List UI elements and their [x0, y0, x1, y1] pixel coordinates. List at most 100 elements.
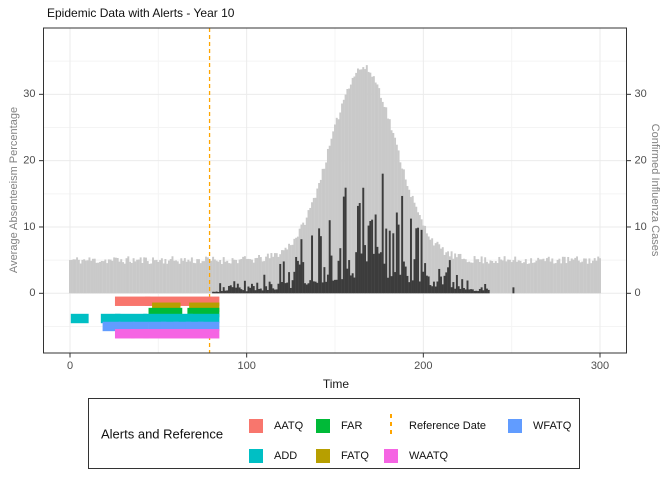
absenteeism-bar [70, 259, 73, 294]
influenza-bar [436, 281, 439, 294]
influenza-bar [272, 288, 275, 294]
absenteeism-bar [316, 188, 319, 294]
influenza-bar [245, 291, 248, 294]
absenteeism-bar [228, 263, 230, 294]
influenza-bar [478, 288, 481, 294]
influenza-bar [219, 283, 222, 294]
absenteeism-bar [99, 261, 102, 294]
influenza-bar [466, 280, 469, 294]
influenza-bar [390, 276, 393, 294]
absenteeism-bar [109, 259, 112, 294]
influenza-bar [346, 268, 349, 294]
absenteeism-bar [422, 225, 425, 294]
absenteeism-bar [418, 215, 421, 294]
influenza-bar [376, 246, 379, 294]
absenteeism-bar [277, 256, 280, 294]
influenza-bar [411, 280, 414, 294]
absenteeism-bar [494, 261, 497, 294]
influenza-bar [402, 261, 405, 294]
influenza-bar [388, 230, 391, 294]
influenza-bar [385, 228, 388, 294]
absenteeism-bar [530, 258, 533, 294]
absenteeism-bar [155, 259, 158, 294]
alert-markers-wfatq [173, 321, 192, 332]
absenteeism-bar [424, 225, 427, 294]
absenteeism-bar [305, 217, 308, 294]
absenteeism-bar [245, 259, 248, 294]
y-left-tick-label: 10 [23, 221, 35, 233]
absenteeism-bar [164, 258, 167, 294]
absenteeism-bar [563, 256, 566, 294]
influenza-bar [420, 229, 423, 294]
absenteeism-bar [383, 106, 386, 294]
absenteeism-bar [369, 72, 372, 294]
absenteeism-bar [199, 263, 202, 294]
absenteeism-bar [362, 67, 365, 294]
absenteeism-bar [538, 259, 541, 294]
absenteeism-bar [213, 259, 216, 294]
absenteeism-bar [178, 263, 181, 294]
influenza-bar [401, 195, 404, 294]
influenza-bar [450, 287, 453, 294]
influenza-bar [236, 283, 239, 294]
absenteeism-bar [425, 233, 428, 294]
influenza-bar [379, 252, 382, 294]
absenteeism-bar [130, 262, 133, 294]
absenteeism-bar [291, 244, 294, 294]
absenteeism-bar [122, 262, 124, 294]
panel-border [43, 27, 627, 354]
absenteeism-bar [284, 247, 287, 294]
absenteeism-bar [137, 259, 140, 294]
alert-markers-waatq [114, 329, 135, 339]
absenteeism-bar [570, 258, 573, 294]
absenteeism-bar [328, 145, 331, 294]
absenteeism-bar [512, 260, 515, 294]
alert-markers-add [100, 313, 121, 324]
absenteeism-bar [376, 84, 379, 294]
absenteeism-bar [222, 257, 225, 294]
absenteeism-bar [356, 68, 359, 294]
absenteeism-bar [519, 260, 522, 294]
y-right-tick-label: 20 [635, 155, 647, 167]
absenteeism-bar [171, 256, 174, 294]
influenza-bar [309, 280, 312, 294]
absenteeism-bar [93, 258, 96, 294]
absenteeism-bar [544, 261, 547, 294]
absenteeism-bar [293, 238, 296, 294]
absenteeism-bar [125, 258, 128, 294]
absenteeism-bar [254, 258, 257, 294]
absenteeism-bar [528, 263, 531, 294]
absenteeism-bar [337, 119, 340, 294]
absenteeism-bar [452, 258, 455, 294]
absenteeism-bar [114, 257, 117, 294]
absenteeism-bar [411, 195, 414, 294]
absenteeism-bar [579, 262, 582, 294]
influenza-bar [353, 277, 356, 294]
alert-markers-add [143, 313, 193, 324]
y-axis-title-left: Average Absenteeism Percentage [8, 106, 20, 274]
absenteeism-bar [148, 263, 151, 294]
absenteeism-bar [402, 169, 405, 294]
absenteeism-bar [132, 258, 135, 294]
absenteeism-bar [462, 258, 465, 294]
legend-item-aatq: AATQ [249, 418, 303, 434]
absenteeism-bar [531, 262, 534, 294]
absenteeism-bar [250, 259, 253, 294]
absenteeism-bar [556, 259, 559, 294]
absenteeism-bar [270, 253, 273, 294]
x-axis-title: Time [322, 377, 350, 391]
absenteeism-bar [81, 259, 84, 294]
absenteeism-bar [189, 261, 192, 294]
influenza-bar [367, 225, 370, 294]
absenteeism-bar [76, 257, 79, 294]
influenza-bar [425, 275, 428, 294]
influenza-bar [215, 291, 218, 294]
influenza-bar [240, 289, 243, 294]
absenteeism-bar [404, 179, 407, 294]
influenza-bar [462, 287, 465, 294]
influenza-bar [268, 281, 271, 294]
absenteeism-bar [175, 260, 177, 294]
absenteeism-bar [457, 254, 460, 294]
absenteeism-bar [289, 245, 292, 294]
absenteeism-bar [95, 262, 98, 294]
